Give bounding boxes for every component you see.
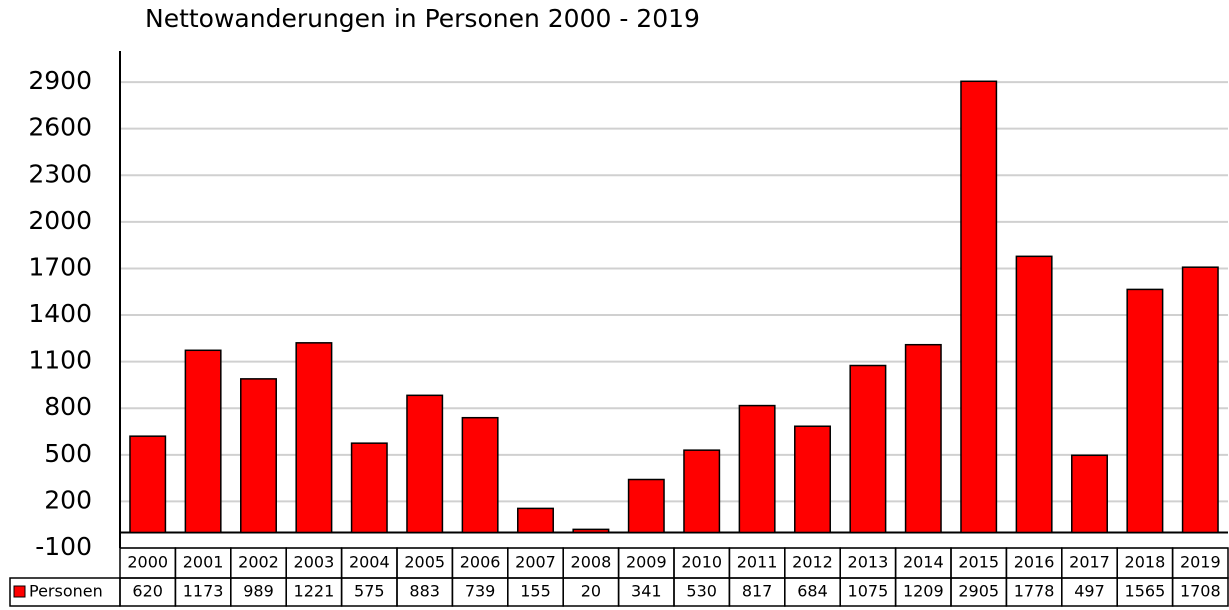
table-value: 883 xyxy=(409,582,440,601)
table-value: 1173 xyxy=(183,582,224,601)
x-tick-label: 2005 xyxy=(404,553,445,572)
bar xyxy=(406,394,444,534)
bar xyxy=(240,378,277,534)
table-value: 1075 xyxy=(848,582,889,601)
table-value: 989 xyxy=(243,582,274,601)
table-value: 575 xyxy=(354,582,385,601)
x-tick-label: 2013 xyxy=(848,553,889,572)
x-tick-label: 2001 xyxy=(183,553,224,572)
table-value: 530 xyxy=(686,582,717,601)
x-tick-label: 2006 xyxy=(460,553,501,572)
y-tick-label: 2900 xyxy=(28,66,92,95)
y-tick-label: 1700 xyxy=(28,252,92,281)
y-tick-label: 2300 xyxy=(28,159,92,188)
legend-label: Personen xyxy=(29,582,103,601)
table-value: 1565 xyxy=(1125,582,1166,601)
table-value: 497 xyxy=(1074,582,1105,601)
table-value: 620 xyxy=(132,582,163,601)
bar xyxy=(295,342,333,534)
table-cell xyxy=(1171,577,1229,607)
x-tick-label: 2002 xyxy=(238,553,279,572)
bar xyxy=(904,343,942,534)
y-tick-label: 2600 xyxy=(28,113,92,142)
bar xyxy=(1181,266,1219,534)
x-tick-label: 2000 xyxy=(127,553,168,572)
y-tick-label: 1400 xyxy=(28,299,92,328)
table-value: 20 xyxy=(581,582,601,601)
table-value: 341 xyxy=(631,582,662,601)
x-tick-label: 2014 xyxy=(903,553,944,572)
table-value: 1209 xyxy=(903,582,944,601)
x-tick-label: 2009 xyxy=(626,553,667,572)
table-value: 739 xyxy=(465,582,496,601)
y-tick-label: 1100 xyxy=(28,346,92,375)
bar xyxy=(129,435,167,534)
bar xyxy=(461,416,499,534)
y-tick-label: 500 xyxy=(44,439,92,468)
bar xyxy=(1015,255,1053,534)
legend-swatch xyxy=(13,585,26,598)
x-tick-label: 2011 xyxy=(737,553,778,572)
table-value: 2905 xyxy=(958,582,999,601)
chart-title: Nettowanderungen in Personen 2000 - 2019 xyxy=(145,4,700,33)
x-tick-label: 2003 xyxy=(294,553,335,572)
table-value: 1708 xyxy=(1180,582,1221,601)
bar xyxy=(350,442,388,534)
x-tick-label: 2016 xyxy=(1014,553,1055,572)
x-tick-label: 2017 xyxy=(1069,553,1110,572)
bar xyxy=(627,478,665,534)
bar xyxy=(683,449,721,534)
x-tick-label: 2015 xyxy=(958,553,999,572)
x-tick-label: 2012 xyxy=(792,553,833,572)
y-tick-label: 2000 xyxy=(28,206,92,235)
table-value: 1778 xyxy=(1014,582,1055,601)
y-tick-label: -100 xyxy=(35,532,92,561)
y-tick-label: 800 xyxy=(44,392,92,421)
y-tick-label: 200 xyxy=(44,485,92,514)
x-tick-label: 2019 xyxy=(1180,553,1221,572)
bar xyxy=(184,349,222,534)
bar xyxy=(517,507,554,534)
bar xyxy=(738,404,776,534)
x-tick-label: 2004 xyxy=(349,553,390,572)
x-tick-label: 2007 xyxy=(515,553,556,572)
x-tick-label: 2008 xyxy=(571,553,612,572)
bar xyxy=(1126,288,1164,534)
table-value: 155 xyxy=(520,582,551,601)
bar xyxy=(849,364,887,534)
table-value: 1221 xyxy=(294,582,335,601)
bar xyxy=(572,528,610,534)
table-value: 817 xyxy=(742,582,773,601)
table-value: 684 xyxy=(797,582,828,601)
bar xyxy=(1071,454,1108,534)
bar xyxy=(794,425,831,534)
x-tick-label: 2010 xyxy=(681,553,722,572)
bar xyxy=(960,80,998,534)
x-tick-label: 2018 xyxy=(1125,553,1166,572)
